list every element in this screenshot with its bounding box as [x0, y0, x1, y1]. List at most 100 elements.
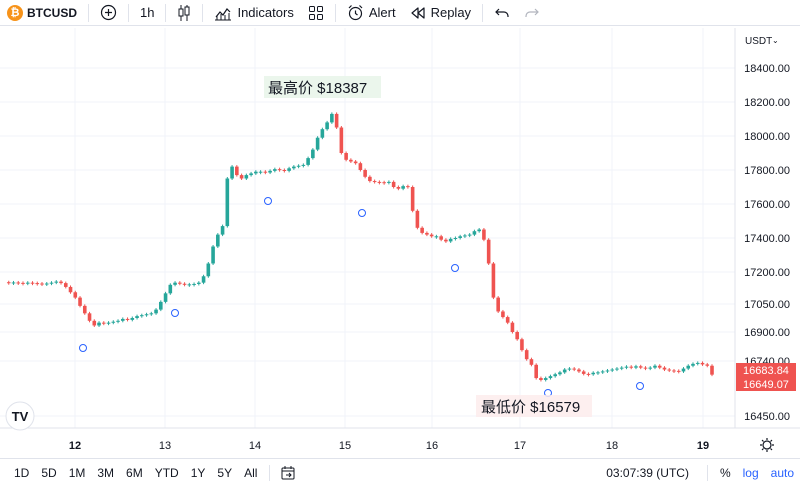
candle-body [543, 378, 548, 380]
candle-body [410, 187, 415, 211]
redo-button[interactable] [517, 0, 547, 26]
candle-body [420, 227, 424, 233]
range-3m[interactable]: 3M [97, 466, 115, 480]
candle-body [605, 370, 610, 372]
last-price-text: 16683.84 [743, 365, 789, 377]
candle-body [610, 369, 615, 371]
symbol-selector[interactable]: ₿ BTCUSD [0, 0, 84, 26]
chart-area[interactable]: USDT ⌄ 18400.00 18200.00 18000.00 17800.00 1… [0, 28, 800, 458]
candle-body [691, 363, 695, 366]
candle-body [197, 282, 201, 284]
candle-body [638, 366, 643, 368]
auto-scale-toggle[interactable]: auto [770, 466, 794, 480]
candle-body [396, 187, 401, 189]
alert-label: Alert [368, 5, 396, 20]
range-1m[interactable]: 1M [68, 466, 86, 480]
event-marker [636, 382, 644, 390]
candle-body [239, 175, 244, 179]
candle-body [520, 339, 524, 351]
percent-scale-toggle[interactable]: % [719, 466, 731, 480]
candle-body [572, 368, 577, 370]
candle-body [144, 314, 149, 316]
indicators-button[interactable]: Indicators [207, 0, 300, 26]
candle-body [591, 372, 596, 375]
price-scale-currency[interactable]: USDT ⌄ [745, 36, 779, 47]
alert-button[interactable]: Alert [340, 0, 403, 26]
candle-body [49, 282, 54, 284]
candle-body [182, 283, 187, 285]
interval-button[interactable]: 1h [133, 0, 161, 26]
range-ytd[interactable]: YTD [154, 466, 179, 480]
candle-body [695, 362, 700, 364]
candle-body [358, 163, 363, 170]
candle-body [306, 158, 310, 165]
event-marker [79, 344, 87, 352]
candle-body [154, 309, 158, 314]
utc-clock[interactable]: 03:07:39 (UTC) [606, 466, 689, 480]
candle-body [111, 321, 116, 323]
candle-body [368, 176, 372, 182]
high-annotation-box [264, 76, 381, 98]
log-scale-toggle[interactable]: log [742, 466, 759, 480]
symbol-label: BTCUSD [27, 5, 77, 20]
candle-body [429, 234, 434, 237]
tradingview-logo[interactable]: TV [5, 401, 35, 431]
price-tick-label: 16900.00 [744, 327, 790, 339]
candle-body [254, 171, 258, 174]
toolbar-divider [128, 3, 129, 22]
candle-body [553, 374, 557, 377]
indicators-icon [214, 5, 232, 21]
candle-body [168, 284, 173, 294]
layouts-button[interactable] [301, 0, 331, 26]
countdown-badge [736, 377, 796, 391]
candle-body [225, 178, 230, 227]
candle-body [235, 166, 239, 176]
interval-label: 1h [140, 5, 155, 20]
candlestick-chart[interactable]: USDT ⌄ 18400.0018200.0018000.0017800.001… [0, 28, 800, 458]
range-6m[interactable]: 6M [126, 466, 143, 480]
range-all[interactable]: All [244, 466, 258, 480]
range-1d[interactable]: 1D [14, 466, 30, 480]
candle-body [600, 371, 605, 373]
candle-body [287, 168, 291, 171]
candle-body [705, 364, 710, 366]
go-to-date-icon[interactable] [280, 465, 296, 481]
candle-body [325, 122, 329, 130]
time-tick-label: 18 [606, 440, 618, 452]
candle-body [439, 236, 443, 240]
candle-body [681, 368, 686, 372]
gear-icon[interactable] [760, 438, 774, 452]
undo-button[interactable] [487, 0, 517, 26]
candle-body [581, 371, 586, 374]
logo-text: TV [12, 409, 29, 424]
rewind-icon [410, 6, 426, 20]
candle-body [387, 181, 391, 183]
candle-body [657, 365, 662, 368]
range-5y[interactable]: 5Y [217, 466, 233, 480]
toolbar-divider [202, 3, 204, 22]
range-5d[interactable]: 5D [41, 466, 57, 480]
candle-body [101, 322, 106, 324]
compare-button[interactable] [93, 0, 124, 26]
replay-button[interactable]: Replay [403, 0, 478, 26]
candle-body [282, 170, 287, 171]
range-1y[interactable]: 1Y [190, 466, 206, 480]
chart-type-button[interactable] [170, 0, 198, 26]
candle-body [68, 286, 73, 293]
candle-body [434, 236, 439, 238]
candle-body [35, 283, 40, 285]
price-ticks: 18400.00 18200.00 18000.00 17800.00 17600.00… [744, 63, 790, 423]
candle-body [382, 182, 386, 184]
replay-label: Replay [430, 5, 472, 20]
toolbar-divider [165, 3, 167, 22]
candle-body [619, 367, 624, 369]
alarm-clock-icon [347, 4, 364, 21]
candle-body [415, 210, 420, 228]
time-tick-label: 16 [426, 440, 438, 452]
candle-body [562, 369, 567, 373]
event-marker [451, 264, 459, 272]
candle-body [135, 316, 139, 318]
candle-body [458, 236, 462, 238]
price-tick-label: 18200.00 [744, 97, 790, 109]
candle-body [268, 170, 272, 173]
